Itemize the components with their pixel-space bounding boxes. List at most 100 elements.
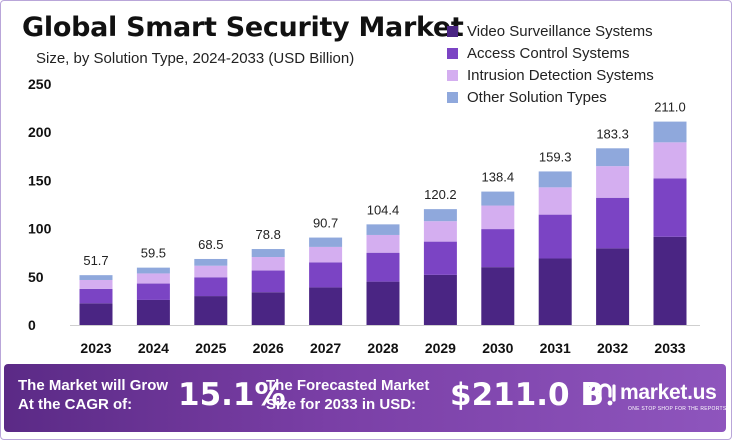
x-tick-label: 2032 [597,340,628,356]
bar-segment-other [481,191,515,206]
legend-swatch [447,47,458,59]
legend-swatch [447,25,458,37]
bar-segment-intrusion [423,221,457,242]
legend-swatch [447,91,458,103]
chart-title: Global Smart Security Market [22,12,464,43]
x-tick-label: 2029 [425,340,456,356]
cagr-caption-line1: The Market will Grow [18,377,169,394]
bar-chart: 0 50 100 150 200 250 51.7 2023 59.5 2024 68.5 2025 7… [28,76,700,356]
forecast-value: $211.0 B [450,377,605,413]
footer-banner: The Market will Grow At the CAGR of: 15.… [4,364,726,432]
bar-segment-other [136,267,170,274]
market-us-logo: market.us ONE STOP SHOP FOR THE REPORTS [586,378,726,412]
bar-segment-video [366,281,400,325]
forecast-caption-line2: Size for 2033 in USD: [266,396,417,413]
bar-segment-intrusion [481,205,515,230]
bar-segment-other [366,224,400,235]
forecast-caption: The Forecasted Market Size for 2033 in U… [266,376,429,414]
y-tick-label: 250 [28,76,52,92]
bar-segment-other [309,237,343,247]
bar-total-label: 51.7 [83,253,108,268]
y-tick-label: 100 [28,221,52,237]
y-tick-label: 150 [28,172,52,188]
bar-segment-other [79,275,113,280]
cagr-value: 15.1% [178,377,286,413]
bar-total-label: 90.7 [313,216,338,231]
legend-swatch [447,69,458,81]
bar-segment-intrusion [596,166,630,198]
legend-label: Intrusion Detection Systems [467,66,654,84]
bar-segment-video [136,299,170,325]
bar-total-label: 68.5 [198,237,223,252]
bar-segment-intrusion [136,273,170,284]
bar-segment-other [423,209,457,222]
brand-tagline: ONE STOP SHOP FOR THE REPORTS [628,406,727,412]
bar-segment-other [653,121,687,143]
bar-segment-video [251,292,285,325]
bar-segment-access [366,252,400,282]
legend-label: Other Solution Types [467,88,607,106]
bar-segment-video [423,274,457,325]
legend-item-other: Other Solution Types [447,86,654,108]
legend-label: Video Surveillance Systems [467,22,653,40]
bar-segment-other [538,171,572,188]
bar-total-label: 120.2 [424,187,457,202]
x-tick-label: 2026 [253,340,284,356]
legend-item-access: Access Control Systems [447,42,654,64]
bar-total-label: 104.4 [367,202,400,217]
x-tick-label: 2027 [310,340,341,356]
bar-total-label: 211.0 [654,100,686,115]
legend-item-intrusion: Intrusion Detection Systems [447,64,654,86]
market-us-logo-icon [588,383,616,406]
bar-segment-access [194,277,228,297]
bar-segment-other [194,258,228,266]
x-tick-label: 2033 [654,340,685,356]
bar-segment-video [538,258,572,325]
bar-segment-video [596,248,630,325]
bar-segment-access [79,288,113,304]
x-tick-label: 2024 [138,340,169,356]
y-tick-label: 0 [28,317,36,333]
bar-segment-intrusion [79,279,113,289]
bar-segment-access [481,229,515,268]
bar-segment-intrusion [538,187,572,215]
bar-segment-access [538,214,572,259]
y-tick-label: 50 [28,269,44,285]
x-tick-label: 2025 [195,340,226,356]
bar-total-label: 138.4 [482,170,515,185]
bar-segment-intrusion [366,234,400,253]
bar-segment-intrusion [194,265,228,278]
legend-item-video: Video Surveillance Systems [447,20,654,42]
bar-segment-intrusion [309,246,343,263]
forecast-caption-line1: The Forecasted Market [266,377,430,394]
bar-segment-access [251,270,285,293]
bar-segment-other [251,249,285,258]
bar-segment-access [309,262,343,288]
bar-segment-video [194,296,228,325]
bar-total-label: 159.3 [539,149,572,164]
x-tick-label: 2031 [540,340,571,356]
bar-segment-other [596,148,630,167]
bar-segment-access [653,178,687,237]
bar-segment-intrusion [251,257,285,271]
bar-segment-access [596,197,630,249]
bar-segment-video [309,287,343,325]
x-tick-label: 2030 [482,340,513,356]
bar-segment-video [481,267,515,325]
bar-segment-access [423,241,457,275]
bar-total-label: 59.5 [141,246,166,261]
brand-name: market.us [620,381,717,404]
bar-total-label: 183.3 [596,126,629,141]
bar-total-label: 78.8 [256,227,281,242]
x-tick-label: 2023 [80,340,111,356]
legend: Video Surveillance Systems Access Contro… [447,20,654,108]
y-tick-label: 200 [28,124,52,140]
cagr-caption: The Market will Grow At the CAGR of: [18,376,168,414]
bar-segment-intrusion [653,142,687,179]
bar-segment-access [136,283,170,300]
x-tick-label: 2028 [367,340,398,356]
legend-label: Access Control Systems [467,44,630,62]
bar-segment-video [79,303,113,325]
chart-subtitle: Size, by Solution Type, 2024-2033 (USD B… [36,50,355,67]
